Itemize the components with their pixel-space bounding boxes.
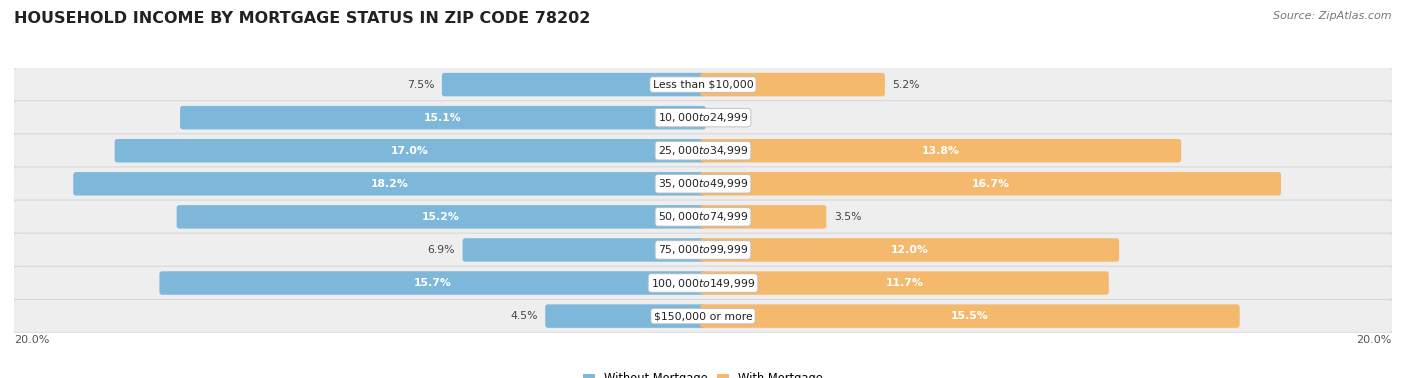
Text: 20.0%: 20.0% [1357,335,1392,345]
FancyBboxPatch shape [177,205,706,229]
Text: 17.0%: 17.0% [391,146,429,156]
Text: 5.2%: 5.2% [893,80,920,90]
Text: 12.0%: 12.0% [891,245,928,255]
Text: 20.0%: 20.0% [14,335,49,345]
Text: 18.2%: 18.2% [371,179,409,189]
Text: $150,000 or more: $150,000 or more [654,311,752,321]
Text: HOUSEHOLD INCOME BY MORTGAGE STATUS IN ZIP CODE 78202: HOUSEHOLD INCOME BY MORTGAGE STATUS IN Z… [14,11,591,26]
FancyBboxPatch shape [14,101,1392,135]
FancyBboxPatch shape [14,266,1392,300]
Text: $10,000 to $24,999: $10,000 to $24,999 [658,111,748,124]
FancyBboxPatch shape [700,205,827,229]
Text: $35,000 to $49,999: $35,000 to $49,999 [658,177,748,190]
Text: $75,000 to $99,999: $75,000 to $99,999 [658,243,748,256]
FancyBboxPatch shape [546,304,706,328]
FancyBboxPatch shape [159,271,706,295]
Text: 15.1%: 15.1% [425,113,461,122]
Text: 0.0%: 0.0% [713,113,741,122]
Legend: Without Mortgage, With Mortgage: Without Mortgage, With Mortgage [583,372,823,378]
Text: 15.5%: 15.5% [950,311,988,321]
FancyBboxPatch shape [14,134,1392,167]
Text: 7.5%: 7.5% [406,80,434,90]
FancyBboxPatch shape [700,139,1181,163]
FancyBboxPatch shape [441,73,706,96]
Text: 3.5%: 3.5% [834,212,862,222]
Text: $50,000 to $74,999: $50,000 to $74,999 [658,211,748,223]
FancyBboxPatch shape [14,233,1392,267]
Text: 15.7%: 15.7% [413,278,451,288]
FancyBboxPatch shape [700,271,1109,295]
FancyBboxPatch shape [700,304,1240,328]
FancyBboxPatch shape [700,73,884,96]
FancyBboxPatch shape [115,139,706,163]
Text: 16.7%: 16.7% [972,179,1010,189]
FancyBboxPatch shape [14,167,1392,201]
FancyBboxPatch shape [700,238,1119,262]
Text: 15.2%: 15.2% [422,212,460,222]
FancyBboxPatch shape [180,106,706,129]
Text: Less than $10,000: Less than $10,000 [652,80,754,90]
Text: 13.8%: 13.8% [922,146,960,156]
FancyBboxPatch shape [14,200,1392,234]
FancyBboxPatch shape [73,172,706,195]
Text: $100,000 to $149,999: $100,000 to $149,999 [651,277,755,290]
FancyBboxPatch shape [14,68,1392,101]
FancyBboxPatch shape [700,172,1281,195]
Text: 4.5%: 4.5% [510,311,537,321]
Text: 6.9%: 6.9% [427,245,456,255]
FancyBboxPatch shape [463,238,706,262]
Text: Source: ZipAtlas.com: Source: ZipAtlas.com [1274,11,1392,21]
FancyBboxPatch shape [14,299,1392,333]
Text: 11.7%: 11.7% [886,278,924,288]
Text: $25,000 to $34,999: $25,000 to $34,999 [658,144,748,157]
